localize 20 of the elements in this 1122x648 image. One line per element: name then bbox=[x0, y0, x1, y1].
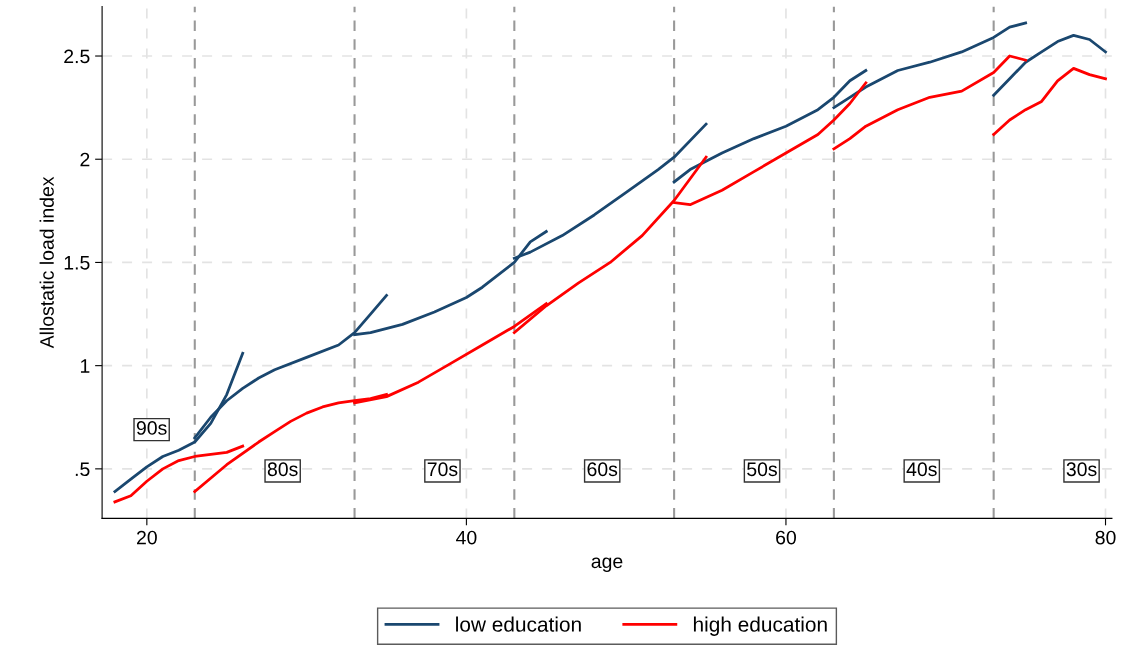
annotation: 80s bbox=[267, 462, 298, 477]
annotation: 30s bbox=[1066, 462, 1097, 477]
legend-label: low education bbox=[456, 616, 581, 632]
y-tick-label: .5 bbox=[75, 462, 90, 477]
annotation: 50s bbox=[747, 462, 777, 477]
annotation: 40s bbox=[906, 462, 937, 477]
x-tick-label: 80 bbox=[1095, 530, 1116, 545]
x-tick-label: 20 bbox=[137, 530, 157, 545]
y-tick-label: 1.5 bbox=[64, 256, 90, 270]
y-axis-title: Allostatic load index bbox=[39, 176, 54, 349]
annotation: 70s bbox=[427, 462, 458, 477]
y-tick-label: 2 bbox=[80, 152, 90, 167]
legend-label: high education bbox=[693, 616, 827, 636]
x-axis-title: age bbox=[591, 557, 623, 573]
annotation: 90s bbox=[136, 421, 167, 435]
x-tick-label: 40 bbox=[456, 530, 477, 545]
y-tick-label: 2.5 bbox=[64, 49, 90, 64]
x-tick-label: 60 bbox=[776, 530, 797, 545]
annotation: 60s bbox=[587, 462, 618, 477]
y-tick-label: 1 bbox=[80, 359, 90, 373]
